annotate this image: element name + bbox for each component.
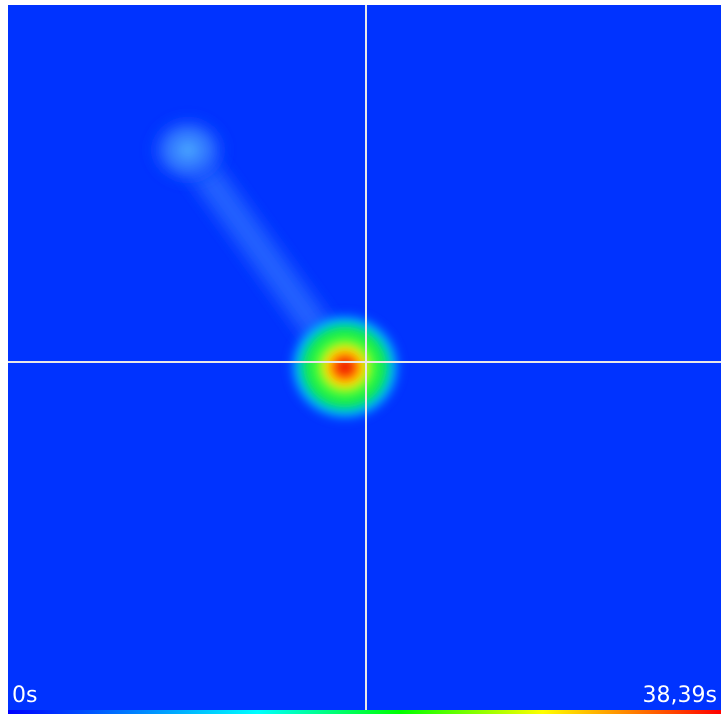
timeline-bar [8, 710, 721, 714]
end-label: 38,39s [643, 683, 717, 708]
heat-spot [143, 110, 233, 190]
start-label: 0s [12, 683, 37, 708]
page: {"timeline": {"start_label": "0s", "end_… [0, 0, 721, 714]
heatmap-view: 0s 38,39s [0, 0, 721, 714]
heat-spot [285, 309, 405, 425]
